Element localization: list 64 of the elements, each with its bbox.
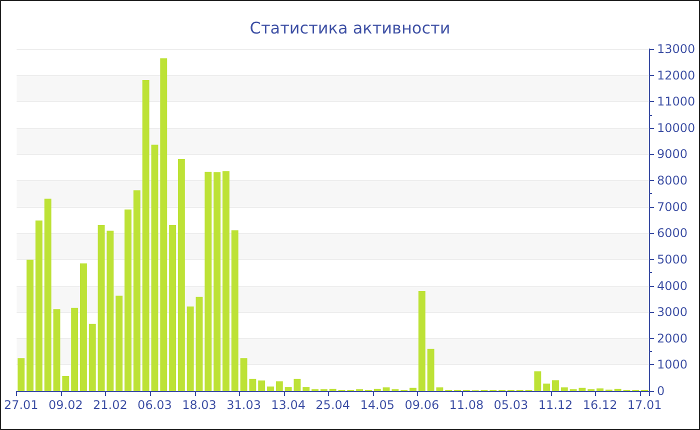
chart-title: Статистика активности — [250, 18, 450, 38]
x-tick-label: 14.05 — [360, 398, 395, 412]
x-tick-label: 11.12 — [538, 398, 573, 412]
bar — [267, 386, 274, 391]
bar — [62, 376, 70, 391]
y-tick-label: 0 — [657, 384, 665, 398]
y-tick-label: 9000 — [657, 147, 688, 162]
y-tick-label: 8000 — [657, 174, 688, 188]
x-tick-label: 31.03 — [226, 398, 261, 412]
y-tick-label: 2000 — [657, 331, 688, 346]
bar — [80, 263, 87, 391]
bar — [116, 296, 123, 391]
bar — [178, 158, 185, 391]
bar — [231, 230, 238, 391]
bar — [214, 172, 221, 391]
y-tick-label: 4000 — [657, 278, 688, 293]
bar — [53, 309, 60, 391]
x-tick-label: 25.04 — [316, 398, 350, 412]
bar — [124, 209, 132, 391]
x-tick-label: 27.01 — [4, 398, 38, 412]
x-tick-label: 09.02 — [48, 398, 83, 412]
x-tick-label: 17.01 — [627, 398, 662, 412]
bar — [133, 190, 140, 391]
x-tick-label: 16.12 — [582, 398, 618, 412]
x-tick-label: 09.06 — [404, 398, 440, 412]
bar — [410, 388, 416, 391]
bar — [26, 260, 34, 391]
y-tick-label: 5000 — [657, 252, 688, 266]
y-tick-label: 7000 — [657, 200, 688, 214]
y-tick-label: 1000 — [657, 358, 688, 372]
x-tick-label: 18.03 — [182, 398, 216, 412]
bar — [543, 384, 550, 391]
bar — [44, 198, 52, 391]
x-tick-label: 21.02 — [93, 398, 128, 412]
bar — [169, 225, 176, 391]
bar — [71, 308, 78, 391]
y-tick-label: 3000 — [657, 305, 688, 320]
bar — [596, 388, 604, 391]
bar — [276, 381, 283, 391]
bar — [142, 80, 150, 391]
y-tick-label: 6000 — [657, 226, 688, 240]
bar — [418, 291, 426, 391]
bar — [560, 387, 568, 391]
y-tick-label: 13000 — [657, 42, 696, 56]
bar — [186, 306, 194, 391]
bar — [196, 296, 203, 391]
y-tick-label: 11000 — [657, 94, 696, 109]
bar — [151, 144, 158, 391]
bar — [204, 172, 212, 391]
bar — [160, 58, 168, 391]
bar — [534, 371, 542, 391]
bar — [222, 171, 230, 391]
y-tick-label: 10000 — [657, 120, 696, 135]
x-tick-label: 05.03 — [494, 398, 528, 412]
bar — [302, 387, 310, 391]
y-tick-label: 12000 — [657, 68, 696, 82]
x-tick-label: 06.03 — [138, 398, 172, 412]
bar — [35, 220, 42, 391]
bar — [88, 324, 96, 391]
bar — [18, 358, 25, 391]
x-tick-label: 13.04 — [271, 398, 306, 412]
bar — [258, 380, 266, 391]
x-tick-label: 11.08 — [449, 398, 484, 412]
bar — [552, 380, 559, 391]
